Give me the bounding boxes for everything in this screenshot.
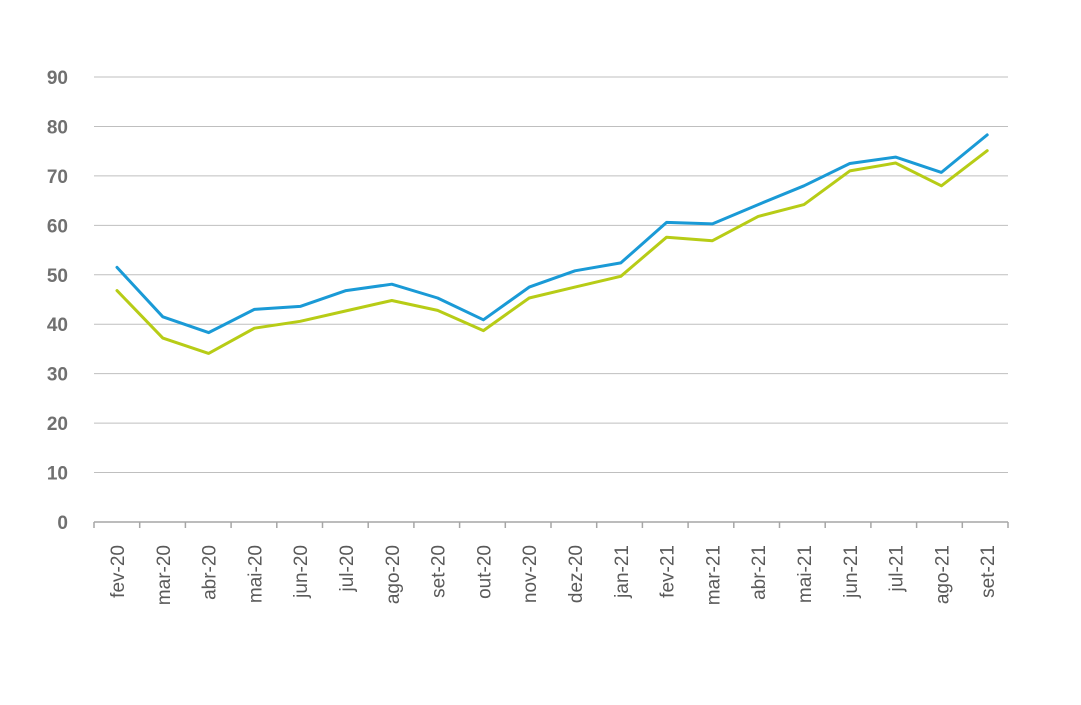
y-tick-label: 70 [47,167,68,188]
x-tick-label: dez-20 [566,545,587,603]
series-line-1 [115,133,989,335]
y-tick-label: 50 [47,266,68,287]
x-tick-label: nov-20 [520,545,541,603]
x-tick-label: fev-21 [658,545,679,598]
x-tick-label: mar-21 [703,545,724,605]
x-tick-label: ago-21 [932,545,953,604]
x-tick-label: jun-20 [291,545,312,599]
x-tick-label: abr-20 [200,545,221,600]
x-tick-label: out-20 [474,545,495,599]
x-tick-label: jul-21 [887,545,908,592]
x-tick-label: jul-20 [337,545,358,592]
y-tick-label: 90 [47,68,68,89]
x-tick-label: mar-20 [154,545,175,605]
y-tick-label: 10 [47,464,68,485]
y-axis: 0 10 20 30 40 50 60 70 80 90 [47,68,68,534]
x-tick-label: mai-21 [795,545,816,603]
x-tick-label: jun-21 [841,545,862,599]
y-tick-label: 20 [47,414,68,435]
y-tick-label: 0 [57,513,68,534]
y-tick-label: 60 [47,216,68,237]
grid [94,76,1008,474]
x-tick-label: ago-20 [383,545,404,604]
x-tick-label: abr-21 [749,545,770,600]
x-tick-label: set-21 [978,545,999,598]
y-tick-label: 30 [47,365,68,386]
x-tick-label: fev-20 [108,545,129,598]
x-axis: fev-20 mar-20 abr-20 mai-20 jun-20 jul-20 ago-… [93,521,1009,605]
x-tick-label: jan-21 [612,545,633,599]
x-tick-label: mai-20 [245,545,266,603]
y-tick-label: 40 [47,315,68,336]
y-tick-label: 80 [47,117,68,138]
plot-area [115,133,989,355]
x-tick-label: set-20 [429,545,450,598]
series-line-2 [115,149,989,355]
